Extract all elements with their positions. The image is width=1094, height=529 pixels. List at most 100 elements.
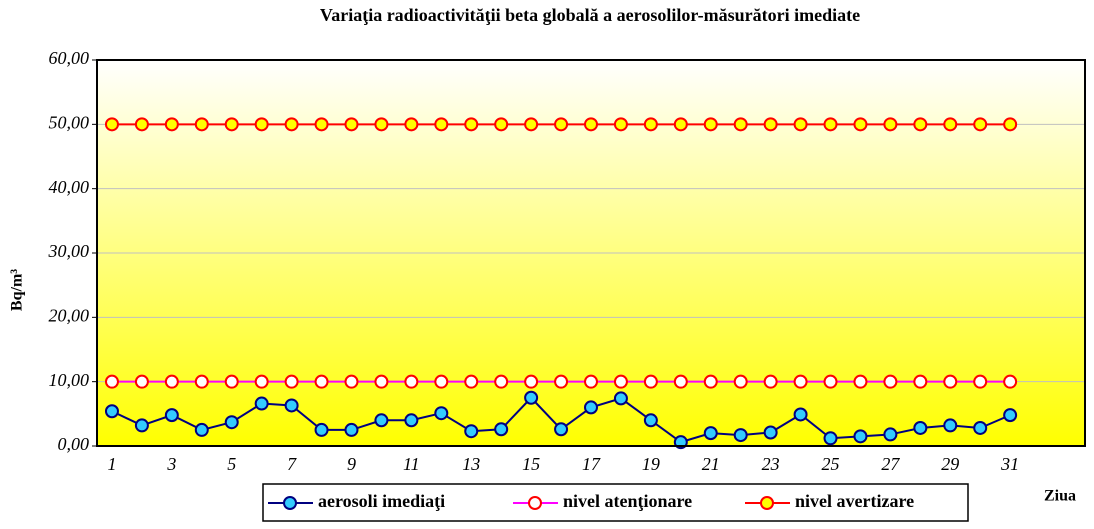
x-tick-label: 29 <box>941 454 959 474</box>
point <box>404 374 419 389</box>
point <box>434 374 449 389</box>
point <box>973 117 988 132</box>
x-tick-label: 27 <box>881 454 900 474</box>
point <box>763 374 778 389</box>
point <box>584 374 598 389</box>
x-tick-label: 17 <box>582 454 601 474</box>
point <box>703 374 718 389</box>
point <box>763 425 778 440</box>
point <box>464 424 479 439</box>
point <box>314 422 329 437</box>
legend: aerosoli imediaţi nivel atenţionare nivel … <box>262 483 969 522</box>
point <box>883 427 898 442</box>
point <box>973 374 988 389</box>
point <box>943 374 958 389</box>
x-tick-label: 21 <box>702 454 720 474</box>
point <box>254 117 269 132</box>
point <box>733 428 748 443</box>
point <box>643 117 658 132</box>
point <box>494 117 509 132</box>
point <box>883 117 898 132</box>
legend-marker <box>760 496 774 510</box>
point <box>883 374 898 389</box>
chart-title: Variaţia radioactivităţii beta globală a… <box>320 5 860 25</box>
point <box>134 374 149 389</box>
x-tick-label: 15 <box>522 454 540 474</box>
x-tick-label: 5 <box>227 454 236 474</box>
point <box>404 413 419 428</box>
point <box>374 117 389 132</box>
point <box>853 429 868 444</box>
point <box>224 374 239 389</box>
point <box>314 374 329 389</box>
y-tick-label: 40,00 <box>49 177 90 197</box>
point <box>913 420 928 435</box>
point <box>314 117 329 132</box>
point <box>554 374 569 389</box>
point <box>613 117 628 132</box>
point <box>134 117 149 132</box>
point <box>464 117 479 132</box>
point <box>254 374 269 389</box>
point <box>254 396 269 411</box>
y-tick-label: 50,00 <box>49 112 90 132</box>
point <box>763 117 778 132</box>
point <box>1003 408 1018 423</box>
point <box>284 374 299 389</box>
y-axis-title: Bq/m³ <box>9 269 26 311</box>
x-tick-label: 9 <box>347 454 356 474</box>
point <box>733 374 748 389</box>
x-tick-label: 3 <box>166 454 176 474</box>
point <box>703 426 718 441</box>
point <box>823 431 838 446</box>
point <box>973 420 988 435</box>
y-tick-label: 0,00 <box>58 434 90 454</box>
point <box>434 117 449 132</box>
point <box>134 418 149 433</box>
x-tick-label: 19 <box>642 454 660 474</box>
point <box>1003 374 1018 389</box>
x-tick-label: 31 <box>1000 454 1019 474</box>
point <box>853 374 868 389</box>
legend-marker <box>528 496 542 510</box>
point <box>194 422 209 437</box>
point <box>104 374 119 389</box>
point <box>793 407 808 422</box>
point <box>374 374 389 389</box>
point <box>613 391 628 406</box>
point <box>1003 117 1018 132</box>
point <box>584 400 598 415</box>
point <box>344 374 359 389</box>
point <box>164 374 179 389</box>
x-tick-label: 1 <box>107 454 116 474</box>
point <box>793 374 808 389</box>
point <box>104 117 119 132</box>
point <box>943 418 958 433</box>
point <box>913 374 928 389</box>
point <box>404 117 419 132</box>
point <box>554 117 569 132</box>
point <box>164 117 179 132</box>
point <box>943 117 958 132</box>
point <box>673 374 688 389</box>
point <box>673 117 688 132</box>
legend-marker <box>283 496 297 510</box>
point <box>613 374 628 389</box>
point <box>584 117 598 132</box>
legend-box <box>262 483 969 522</box>
point <box>164 408 179 423</box>
point <box>913 117 928 132</box>
y-tick-label: 20,00 <box>49 305 90 325</box>
point <box>194 117 209 132</box>
legend-label: nivel atenţionare <box>563 491 692 511</box>
x-tick-label: 7 <box>287 454 297 474</box>
x-tick-label: 23 <box>762 454 780 474</box>
point <box>224 117 239 132</box>
x-tick-label: 11 <box>403 454 420 474</box>
point <box>494 422 509 437</box>
point <box>284 398 299 413</box>
point <box>524 390 539 405</box>
point <box>643 413 658 428</box>
point <box>823 374 838 389</box>
